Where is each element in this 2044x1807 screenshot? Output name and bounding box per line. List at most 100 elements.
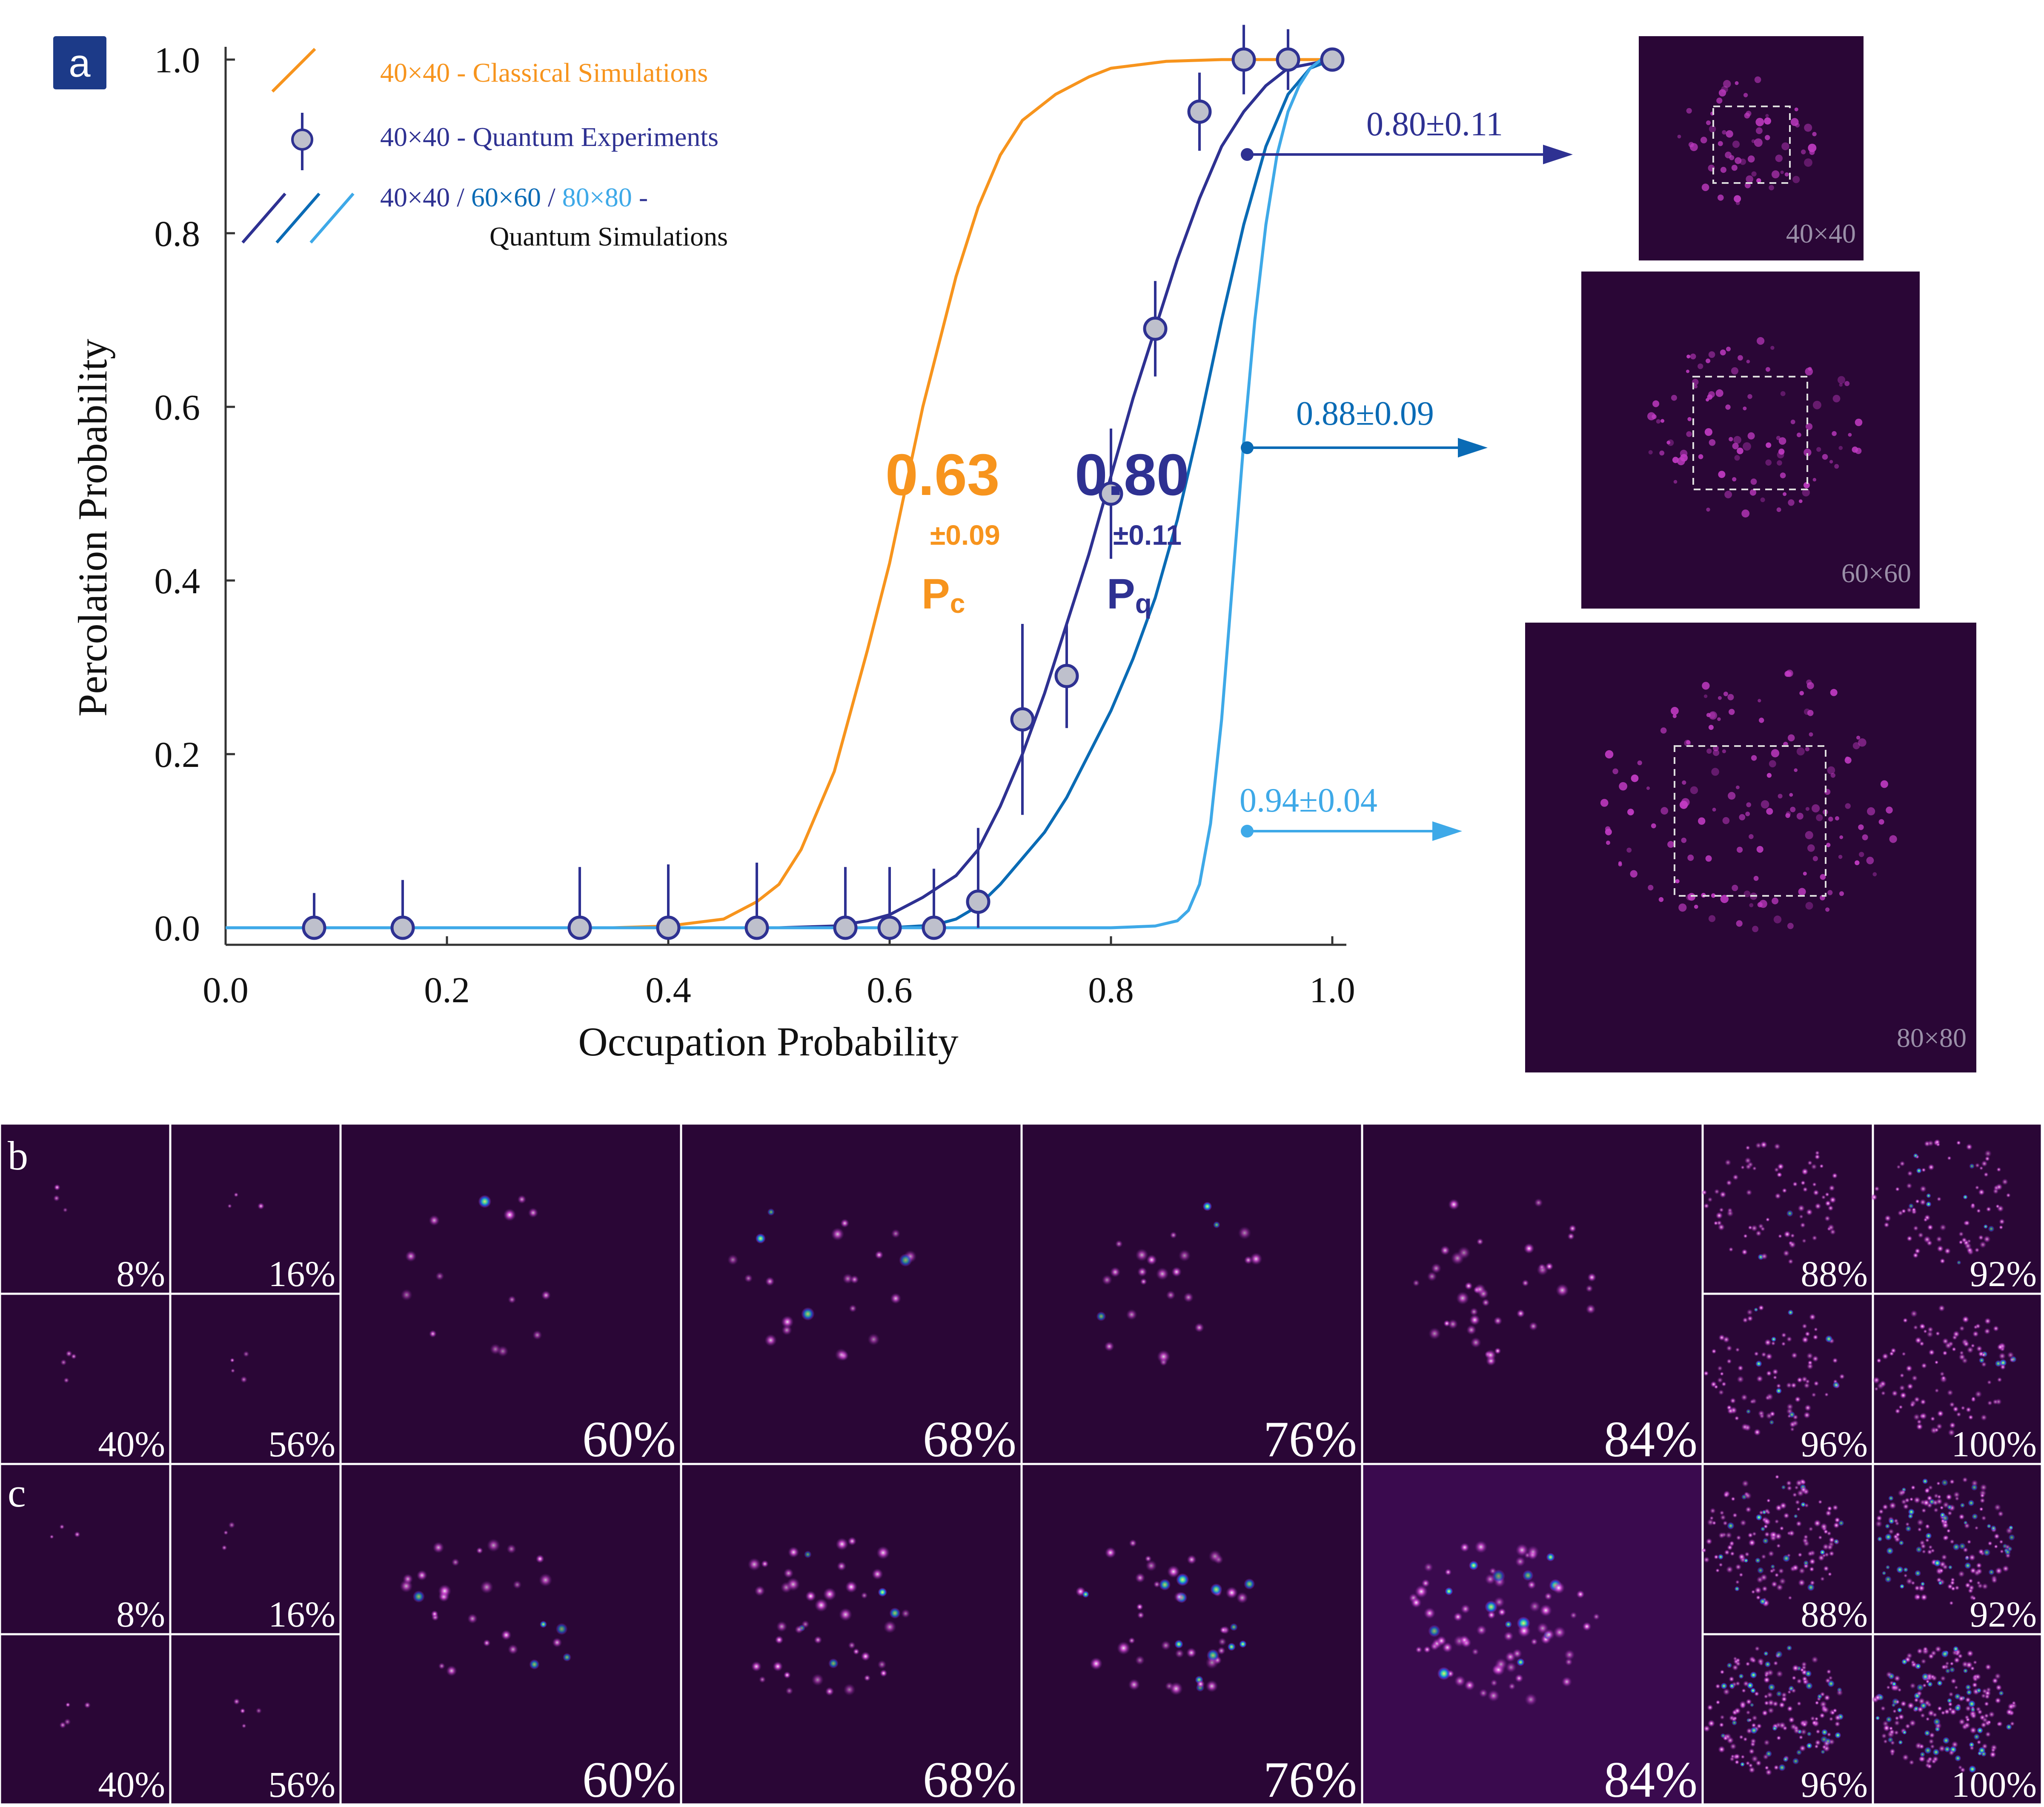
lattice-spot <box>1804 123 1812 132</box>
lattice-spot <box>1712 807 1716 812</box>
lattice-spot <box>1828 816 1833 822</box>
intensity-spot <box>1839 1373 1845 1380</box>
intensity-spot <box>416 1570 427 1581</box>
intensity-spot <box>1892 1709 1897 1714</box>
intensity-spot <box>1944 1247 1951 1255</box>
intensity-spot <box>1748 1225 1753 1230</box>
intensity-spot <box>1870 1194 1878 1201</box>
bright-spot <box>1776 1690 1782 1697</box>
lattice-spot <box>1718 194 1724 201</box>
intensity-spot <box>1720 1514 1726 1521</box>
bright-spot <box>1898 1740 1903 1745</box>
bright-spot <box>1963 1195 1968 1200</box>
intensity-spot <box>1956 1140 1961 1145</box>
intensity-spot <box>1706 1518 1714 1526</box>
lattice-spot <box>1698 817 1706 825</box>
intensity-spot <box>1795 1499 1801 1505</box>
intensity-spot <box>1932 1756 1939 1763</box>
lattice-spot <box>1765 459 1772 466</box>
intensity-spot <box>1826 1531 1832 1536</box>
intensity-spot <box>1746 1189 1752 1196</box>
intensity-spot <box>1832 1358 1838 1364</box>
intensity-spot <box>1754 1646 1760 1652</box>
intensity-spot <box>1995 1697 2001 1704</box>
intensity-spot <box>1927 1549 1933 1555</box>
intensity-spot <box>1166 1290 1176 1300</box>
bright-spot <box>1783 1756 1789 1762</box>
intensity-spot <box>1431 1263 1442 1274</box>
lattice-spot <box>1773 915 1782 924</box>
bright-spot <box>1833 1538 1839 1544</box>
lattice-spot <box>1858 738 1867 747</box>
intensity-spot <box>1707 1197 1713 1202</box>
intensity-spot <box>1757 1658 1764 1665</box>
intensity-spot <box>1934 1388 1939 1393</box>
intensity-spot <box>781 1315 794 1329</box>
intensity-spot <box>1926 1330 1934 1338</box>
lattice-spot <box>1830 773 1835 778</box>
bright-spot <box>1924 1730 1930 1736</box>
bright-spot <box>1174 1640 1183 1649</box>
tile-percent-label: 60% <box>582 1411 676 1467</box>
intensity-spot <box>1949 1601 1954 1606</box>
intensity-spot <box>783 1671 791 1679</box>
bright-spot <box>1727 1522 1735 1530</box>
bright-spot <box>1969 1163 1975 1169</box>
tile-row_c-3: 56% <box>169 1633 342 1806</box>
intensity-spot <box>1727 1407 1734 1415</box>
bright-spot <box>1892 1681 1897 1687</box>
intensity-spot <box>1763 1676 1770 1684</box>
tile-row_b-7: 84% <box>1361 1122 1704 1467</box>
intensity-spot <box>1490 1679 1498 1687</box>
bright-spot <box>1505 1621 1512 1628</box>
intensity-spot <box>1828 1738 1835 1745</box>
bright-spot <box>1516 1658 1525 1667</box>
tile-percent-label: 60% <box>582 1751 676 1807</box>
intensity-spot <box>1421 1579 1430 1588</box>
intensity-spot <box>1920 1593 1928 1601</box>
intensity-spot <box>1922 1683 1927 1688</box>
intensity-spot <box>1920 1713 1926 1718</box>
intensity-spot <box>1795 1520 1802 1527</box>
intensity-spot <box>1774 1573 1779 1578</box>
bright-spot <box>1740 1762 1745 1767</box>
intensity-spot <box>1765 1352 1773 1360</box>
lattice-spot <box>1606 841 1610 845</box>
bright-spot <box>1159 1578 1171 1591</box>
intensity-spot <box>1965 1407 1972 1413</box>
intensity-spot <box>1965 1661 1973 1669</box>
lattice-spot <box>1652 400 1660 407</box>
intensity-spot <box>1715 1568 1720 1573</box>
intensity-spot <box>1174 1591 1185 1602</box>
intensity-spot <box>1703 1203 1709 1209</box>
intensity-spot <box>1948 1429 1955 1436</box>
intensity-spot <box>221 1545 227 1551</box>
intensity-spot <box>1974 1247 1980 1253</box>
intensity-spot <box>1761 1710 1768 1716</box>
lattice-spot <box>1709 125 1716 133</box>
bright-spot <box>1983 1224 1988 1229</box>
intensity-spot <box>1959 1350 1964 1355</box>
tile-row-row_c: 8% 16% 40% 56% 60% 68% 76% 84% 88% 92% 96% 100% <box>0 1463 2043 1807</box>
intensity-spot <box>1939 1258 1946 1264</box>
lattice-spot <box>1682 780 1686 785</box>
side-image-60-roi <box>1692 376 1808 490</box>
bright-spot <box>1801 1502 1806 1507</box>
lattice-spot <box>1652 414 1657 419</box>
intensity-spot <box>773 1661 783 1672</box>
intensity-spot <box>1916 1690 1923 1697</box>
bright-spot <box>1546 1553 1555 1562</box>
intensity-spot <box>1423 1607 1436 1619</box>
side-arrow-60: 0.88±0.09 <box>1241 395 1488 457</box>
bright-spot <box>1750 1687 1756 1694</box>
intensity-spot <box>1961 1405 1966 1410</box>
intensity-spot <box>429 1330 437 1338</box>
bright-spot <box>1965 1684 1971 1690</box>
tile-rows: 8% 16% 40% 56% 60% 68% 76% 84% 88% 92% 96% 100% 8% 16… <box>0 1122 2043 1807</box>
intensity-spot <box>1972 1682 1978 1688</box>
lattice-spot <box>1806 682 1814 689</box>
lattice-spot <box>1777 460 1782 466</box>
intensity-spot <box>1975 1185 1980 1190</box>
intensity-spot <box>1918 1697 1926 1705</box>
